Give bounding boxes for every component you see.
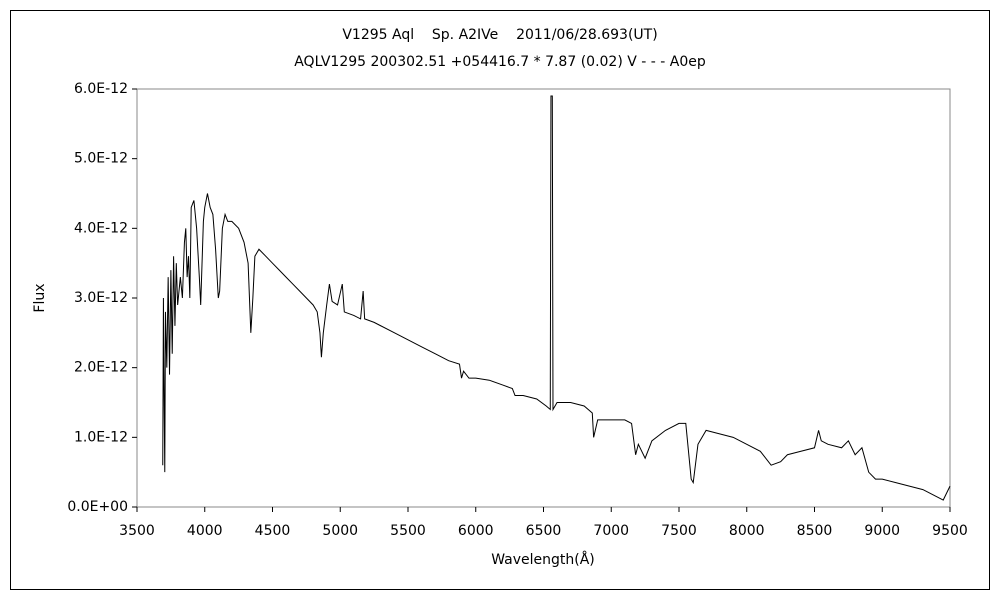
x-tick-label: 3500 [119,523,155,539]
y-tick-label: 2.0E-12 [74,360,128,376]
x-tick-label: 9000 [864,523,900,539]
x-tick-label: 7500 [661,523,697,539]
x-tick-label: 6500 [526,523,562,539]
y-tick-label: 0.0E+00 [67,499,128,515]
x-tick-label: 9500 [932,523,968,539]
x-tick-label: 7000 [593,523,629,539]
y-tick-label: 4.0E-12 [74,220,128,236]
x-tick-label: 5000 [322,523,358,539]
chart-title: V1295 Aql Sp. A2IVe 2011/06/28.693(UT) [342,27,657,43]
spectrum-line [162,95,951,501]
x-tick-label: 4500 [255,523,291,539]
y-tick-label: 1.0E-12 [74,429,128,445]
chart-subtitle: AQLV1295 200302.51 +054416.7 * 7.87 (0.0… [294,54,706,70]
y-tick-label: 6.0E-12 [74,81,128,97]
x-tick-label: 8500 [797,523,833,539]
plot-area [136,88,951,508]
x-tick-label: 8000 [729,523,765,539]
x-axis-label: Wavelength(Å) [491,551,595,568]
x-tick-label: 5500 [390,523,426,539]
x-tick-label: 6000 [458,523,494,539]
y-tick-label: 3.0E-12 [74,290,128,306]
y-tick-label: 5.0E-12 [74,151,128,167]
y-axis-label: Flux [32,283,48,312]
x-tick-label: 4000 [187,523,223,539]
